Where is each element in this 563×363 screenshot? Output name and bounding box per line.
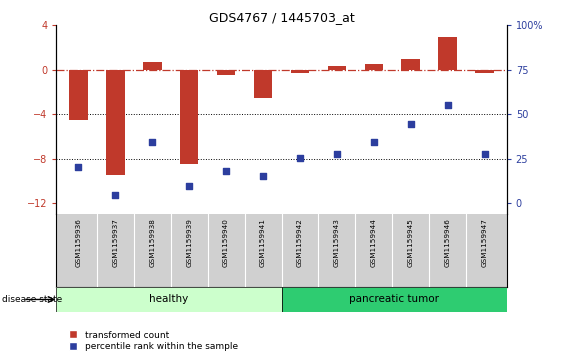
Bar [401,59,420,70]
Point [222,168,231,174]
Bar [282,287,507,312]
Point [111,192,120,198]
Text: GSM1159945: GSM1159945 [408,218,414,267]
Bar [439,37,457,70]
Bar [328,66,346,70]
Text: GSM1159944: GSM1159944 [371,218,377,267]
Bar [254,70,272,98]
Text: GSM1159947: GSM1159947 [481,218,488,267]
Bar [106,70,124,175]
Text: GSM1159938: GSM1159938 [149,218,155,267]
Text: GSM1159939: GSM1159939 [186,218,192,267]
Text: disease state: disease state [2,295,62,304]
Text: GSM1159940: GSM1159940 [223,218,229,267]
Point [258,174,267,179]
Legend: transformed count, percentile rank within the sample: transformed count, percentile rank withi… [61,327,242,355]
Text: GSM1159937: GSM1159937 [113,218,118,267]
Point [443,102,452,107]
Text: pancreatic tumor: pancreatic tumor [349,294,439,305]
Point [369,139,378,145]
Point [148,139,157,145]
Text: GSM1159946: GSM1159946 [445,218,450,267]
Point [296,155,305,160]
Bar [365,64,383,70]
Text: GSM1159936: GSM1159936 [75,218,82,267]
Bar [475,70,494,73]
Bar [217,70,235,76]
Bar [291,70,309,73]
Text: GSM1159942: GSM1159942 [297,218,303,267]
Point [185,183,194,189]
Bar [56,287,282,312]
Point [480,151,489,157]
Text: GSM1159943: GSM1159943 [334,218,340,267]
Bar [69,70,88,120]
Bar [143,62,162,70]
Point [74,164,83,170]
Text: GSM1159941: GSM1159941 [260,218,266,267]
Point [332,151,341,157]
Point [406,121,415,126]
Bar [180,70,198,164]
Text: healthy: healthy [149,294,189,305]
Title: GDS4767 / 1445703_at: GDS4767 / 1445703_at [209,11,354,24]
